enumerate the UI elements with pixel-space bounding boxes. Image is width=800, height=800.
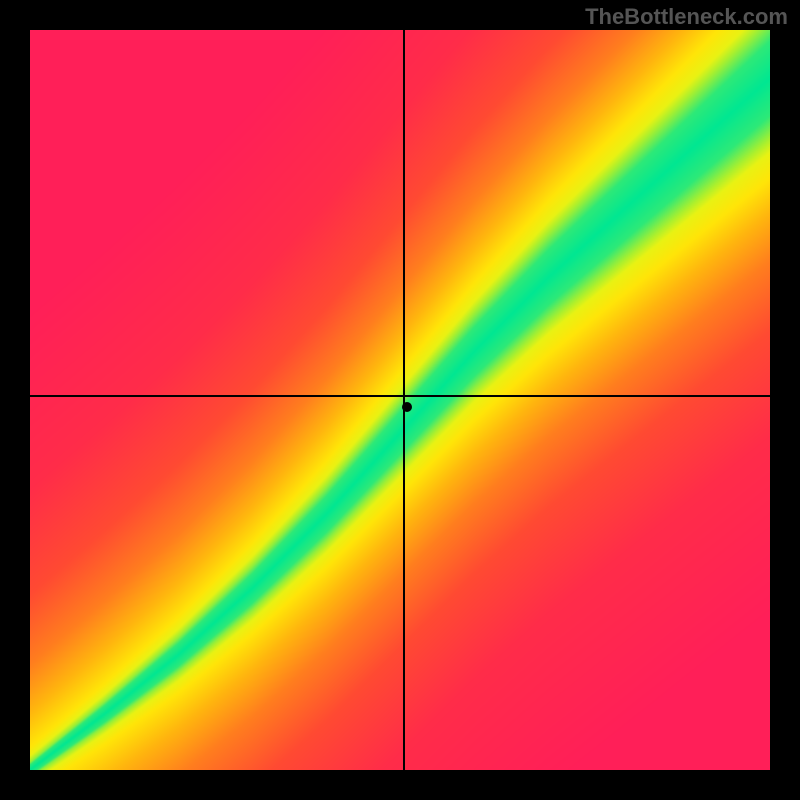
crosshair-vertical bbox=[403, 30, 405, 770]
heatmap-plot bbox=[30, 30, 770, 770]
crosshair-horizontal bbox=[30, 395, 770, 397]
chart-container: TheBottleneck.com bbox=[0, 0, 800, 800]
heatmap-canvas bbox=[30, 30, 770, 770]
watermark-text: TheBottleneck.com bbox=[585, 4, 788, 30]
